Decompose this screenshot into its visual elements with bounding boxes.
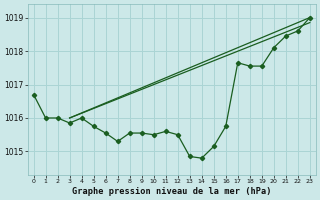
X-axis label: Graphe pression niveau de la mer (hPa): Graphe pression niveau de la mer (hPa): [72, 187, 271, 196]
